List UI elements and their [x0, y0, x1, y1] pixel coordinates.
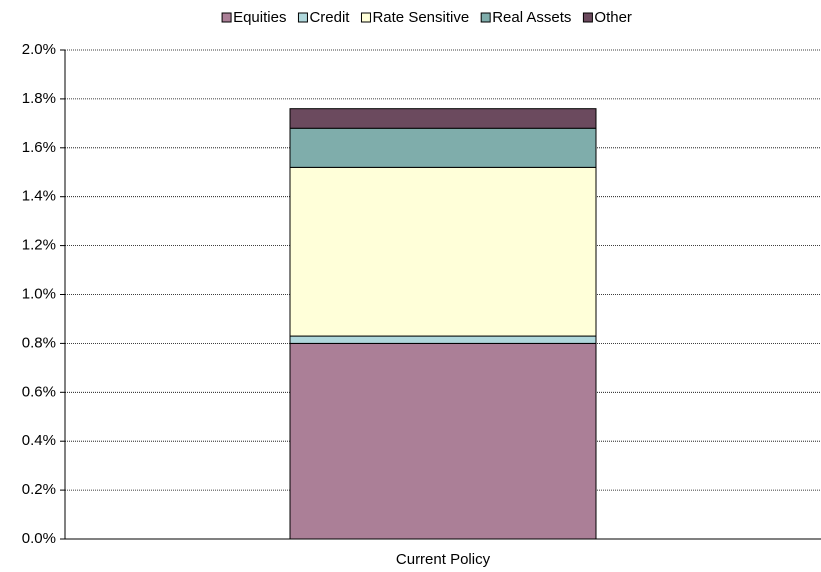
x-tick-label: Current Policy: [396, 551, 491, 568]
y-tick-label: 1.4%: [22, 188, 56, 205]
y-tick-label: 0.6%: [22, 383, 56, 400]
bar-segment: [289, 342, 597, 540]
legend: Equities Credit Rate Sensitive Real Assets O…: [221, 9, 632, 26]
legend-label: Real Assets: [492, 9, 571, 26]
legend-swatch: [480, 12, 491, 23]
y-tick-label: 0.0%: [22, 530, 56, 547]
legend-swatch: [582, 12, 593, 23]
bar-segment: [289, 166, 597, 337]
y-tick-label: 2.0%: [22, 41, 56, 58]
legend-swatch: [360, 12, 371, 23]
y-tick-label: 1.8%: [22, 90, 56, 107]
y-tick-label: 1.0%: [22, 285, 56, 302]
bar-segment: [289, 335, 597, 344]
legend-label: Credit: [309, 9, 350, 26]
bar-segment: [289, 108, 597, 129]
legend-swatch: [297, 12, 308, 23]
y-tick-label: 0.2%: [22, 481, 56, 498]
y-tick-label: 1.6%: [22, 139, 56, 156]
legend-swatch: [221, 12, 232, 23]
y-tick-label: 0.4%: [22, 432, 56, 449]
legend-label: Rate Sensitive: [372, 9, 469, 26]
bar-segment: [289, 127, 597, 168]
legend-label: Other: [594, 9, 632, 26]
legend-label: Equities: [233, 9, 286, 26]
y-tick-label: 0.8%: [22, 334, 56, 351]
y-tick-label: 1.2%: [22, 237, 56, 254]
